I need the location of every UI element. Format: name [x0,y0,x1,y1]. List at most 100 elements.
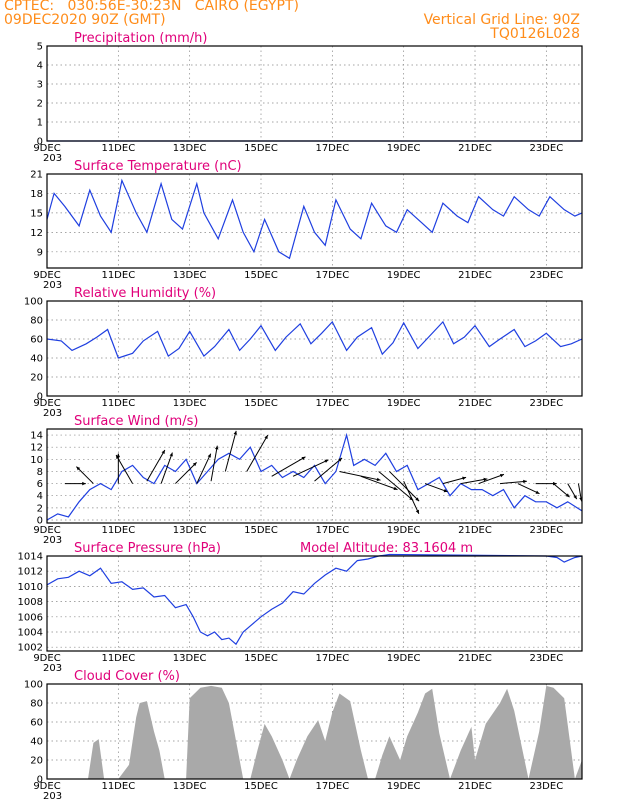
panel-title: Cloud Cover (%) [74,669,180,684]
y-tick-label: 12 [30,443,43,454]
y-tick-label: 0 [37,137,43,148]
wind-arrow [210,445,219,482]
x-tick-label: 23DEC [529,270,563,281]
wind-arrow [246,434,269,472]
x-tick-label: 9DEC [33,143,60,154]
x-tick-label: 19DEC [387,143,421,154]
y-tick-label: 40 [30,354,43,365]
x-tick-label: 23DEC [529,781,563,792]
x-tick-label: 11DEC [101,525,135,536]
x-tick-label: 11DEC [101,143,135,154]
x-tick-label: 17DEC [315,270,349,281]
wind-arrow [292,459,329,477]
x-subtick-label: 203 [43,663,62,674]
y-tick-label: 5 [37,42,43,53]
wind-arrow [478,473,505,485]
wind-arrow [314,457,343,482]
x-tick-label: 23DEC [529,398,563,409]
x-tick-label: 21DEC [458,525,492,536]
wind-arrow [115,454,134,484]
wind-arrow [271,456,306,477]
x-tick-label: 19DEC [387,653,421,664]
wind-arrow [360,475,398,491]
x-tick-label: 19DEC [387,525,421,536]
panel-title: Surface Temperature (nC) [74,159,242,174]
x-tick-label: 13DEC [173,398,207,409]
x-tick-label: 17DEC [315,143,349,154]
x-tick-label: 13DEC [173,143,207,154]
y-tick-label: 100 [24,297,43,308]
y-tick-label: 1012 [18,567,43,578]
x-tick-label: 17DEC [315,781,349,792]
y-tick-label: 14 [30,431,43,442]
pressure-series-line [46,553,583,646]
panel-humidity: 0 20 40 60 80 100 9DEC 11DEC 13DEC 15DEC 17DEC 19DE… [24,286,583,419]
panel-title: Surface Pressure (hPa) [74,541,221,556]
y-tick-label: 1002 [18,643,43,654]
x-tick-label: 13DEC [173,270,207,281]
y-tick-label: 12 [30,228,43,239]
wind-arrow [460,477,488,485]
wind-arrow [378,471,414,501]
temp-series-line [46,178,583,260]
wind-arrow [499,479,527,485]
wind-arrow [160,452,173,484]
x-tick-label: 21DEC [458,781,492,792]
wind-arrow [442,476,467,485]
x-subtick-label: 203 [43,791,62,800]
y-tick-label: 6 [37,479,43,490]
y-tick-label: 60 [30,718,43,729]
x-tick-label: 15DEC [244,398,278,409]
y-tick-label: 4 [37,61,43,72]
x-subtick-label: 203 [43,408,62,419]
x-subtick-label: 203 [43,153,62,164]
y-tick-label: 18 [30,189,43,200]
x-tick-label: 19DEC [387,270,421,281]
x-tick-label: 23DEC [529,143,563,154]
y-tick-label: 0 [37,392,43,403]
wind-arrow [64,481,86,486]
panel-frame [46,45,583,142]
y-tick-label: 1 [37,118,43,129]
wind-arrow [224,430,237,472]
panel-pressure: 1002 1004 1006 1008 1010 1012 1014 9DEC 11DEC 13D… [18,541,583,674]
model-altitude-label: Model Altitude: 83.1604 m [300,541,473,556]
y-tick-label: 2 [37,99,43,110]
run-date-header: 09DEC2020 90Z (GMT) [4,12,166,28]
y-tick-label: 1006 [18,612,43,623]
x-tick-label: 19DEC [387,398,421,409]
wind-arrow [424,483,448,493]
panel-title: Precipitation (mm/h) [74,31,207,46]
vertical-grid-note: Vertical Grid Line: 90Z [423,12,580,28]
x-tick-label: 15DEC [244,143,278,154]
x-tick-label: 11DEC [101,653,135,664]
y-tick-label: 1014 [18,552,43,563]
y-tick-label: 4 [37,491,43,502]
cloud-cover-area [47,685,582,779]
wind-arrow [175,462,197,484]
x-tick-label: 23DEC [529,525,563,536]
x-tick-label: 21DEC [458,143,492,154]
x-tick-label: 17DEC [315,653,349,664]
wind-arrow [339,470,381,482]
x-tick-label: 9DEC [33,398,60,409]
panel-title: Relative Humidity (%) [74,286,216,301]
panel-cloud: 0 20 40 60 80 100 9DEC 11DEC 13DEC 15DEC 17DEC 19DE… [24,669,583,800]
x-tick-label: 13DEC [173,781,207,792]
x-tick-label: 15DEC [244,270,278,281]
x-tick-label: 11DEC [101,270,135,281]
x-tick-label: 19DEC [387,781,421,792]
x-tick-label: 15DEC [244,653,278,664]
y-tick-label: 80 [30,699,43,710]
y-tick-label: 80 [30,316,43,327]
panel-frame [46,555,583,652]
y-tick-label: 3 [37,80,43,91]
wind-arrow [567,483,578,500]
y-tick-label: 1004 [18,628,43,639]
y-tick-label: 20 [30,756,43,767]
y-tick-label: 9 [37,247,43,258]
x-subtick-label: 203 [43,535,62,546]
wind-arrow [403,480,420,514]
wind-arrow [517,483,540,495]
